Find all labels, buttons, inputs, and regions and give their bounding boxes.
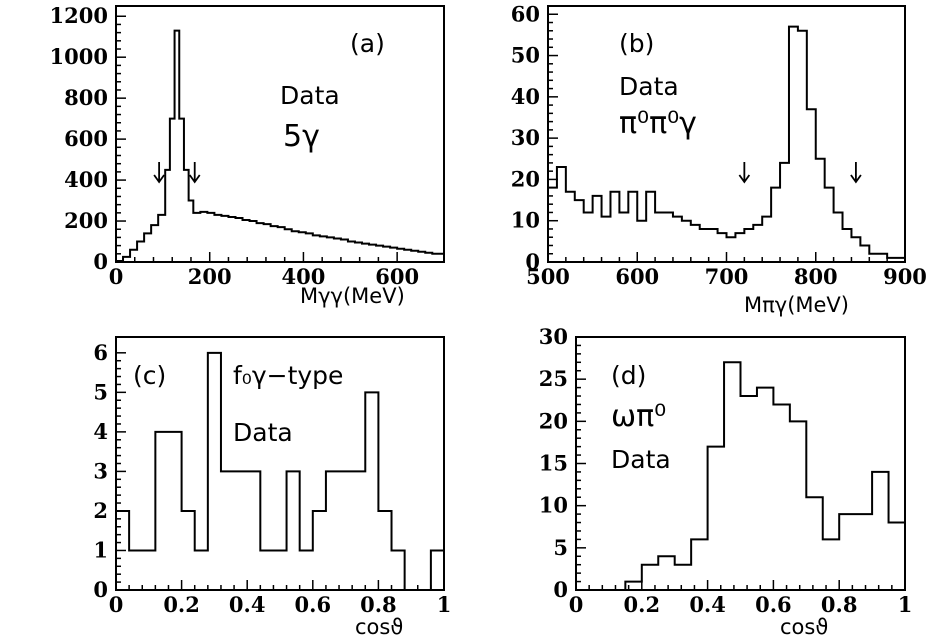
panel-c-label: (c): [133, 361, 166, 390]
panel-c-xlabel: cosϑ: [355, 615, 403, 639]
panel-b-annotation-data: Data: [619, 72, 679, 101]
y-tick-label: 0: [93, 249, 108, 274]
x-tick-label: 1: [898, 592, 913, 617]
panel-b: 500 600 700 800 900 0 10 20 30 40 50 60 (b) Data π⁰…: [511, 1, 927, 317]
y-tick-label: 1: [93, 537, 108, 562]
x-tick-label: 600: [615, 264, 659, 289]
panel-d-annotation-data: Data: [611, 445, 671, 474]
panel-d-xlabel: cosϑ: [780, 615, 828, 639]
y-tick-label: 1000: [50, 44, 108, 69]
panel-a-annotation-5gamma: 5γ: [283, 119, 320, 154]
y-tick-label: 40: [511, 84, 540, 109]
panel-a-arrows: [153, 162, 201, 184]
y-tick-label: 4: [93, 419, 108, 444]
x-tick-label: 400: [282, 264, 326, 289]
x-tick-label: 0.8: [360, 592, 397, 617]
y-tick-label: 60: [511, 1, 540, 26]
panel-a-histogram: [115, 29, 445, 262]
panel-a-frame: [115, 5, 445, 263]
panel-d-annotation-process: ωπ⁰: [611, 399, 666, 434]
x-tick-label: 0: [109, 592, 124, 617]
x-tick-label: 0.2: [163, 592, 200, 617]
x-tick-label: 600: [375, 264, 419, 289]
x-tick-label: 900: [883, 264, 927, 289]
y-tick-label: 20: [511, 166, 540, 191]
panel-a-tick-labels: 0 200 400 600 0 200 400 600 800 1000 1200: [50, 3, 420, 289]
panel-b-label: (b): [619, 29, 654, 58]
panel-a-label: (a): [350, 29, 385, 58]
y-tick-label: 2: [93, 498, 108, 523]
x-tick-label: 0.4: [689, 592, 726, 617]
x-tick-label: 800: [794, 264, 838, 289]
y-tick-label: 0: [525, 249, 540, 274]
panel-b-histogram: [547, 25, 906, 262]
panel-d-histogram: [576, 361, 906, 591]
selection-arrow: [153, 162, 165, 184]
panel-b-arrows: [738, 162, 862, 184]
y-tick-label: 15: [539, 451, 568, 476]
selection-arrow: [850, 162, 862, 184]
y-tick-label: 5: [93, 379, 108, 404]
x-tick-label: 1: [437, 592, 452, 617]
panel-c-tick-labels: 0 0.2 0.4 0.6 0.8 1 0 1 2 3 4 5 6: [93, 340, 451, 617]
x-tick-label: 700: [705, 264, 749, 289]
panel-b-xlabel: Mπγ(MeV): [744, 293, 849, 317]
y-tick-label: 50: [511, 43, 540, 68]
y-tick-label: 10: [539, 493, 568, 518]
y-tick-label: 3: [93, 458, 108, 483]
panel-a: 0 200 400 600 0 200 400 600 800 1000 1200 (a) Data…: [50, 3, 445, 308]
y-tick-label: 200: [64, 208, 108, 233]
x-tick-label: 0.2: [624, 592, 661, 617]
panel-d-label: (d): [611, 361, 646, 390]
y-tick-label: 600: [64, 126, 108, 151]
panel-b-ticks: [547, 13, 906, 263]
x-tick-label: 200: [188, 264, 232, 289]
panel-a-xlabel: Mγγ(MeV): [300, 284, 405, 308]
y-tick-label: 0: [553, 577, 568, 602]
y-tick-label: 25: [539, 366, 568, 391]
panel-b-tick-labels: 500 600 700 800 900 0 10 20 30 40 50 60: [511, 1, 927, 289]
y-tick-label: 0: [93, 577, 108, 602]
y-tick-label: 6: [93, 340, 108, 365]
y-tick-label: 30: [511, 125, 540, 150]
y-tick-label: 800: [64, 85, 108, 110]
x-tick-label: 0.6: [755, 592, 792, 617]
panel-c-annotation-data: Data: [233, 418, 293, 447]
selection-arrow: [188, 162, 201, 184]
x-tick-label: 0: [109, 264, 124, 289]
y-tick-label: 30: [539, 324, 568, 349]
y-tick-label: 5: [553, 535, 568, 560]
selection-arrow: [738, 162, 751, 184]
panel-b-annotation-process: π⁰π⁰γ: [619, 106, 697, 141]
panel-c-annotation-type: f₀γ−type: [233, 361, 343, 390]
panel-b-frame: [547, 5, 906, 263]
y-tick-label: 1200: [50, 3, 108, 28]
y-tick-label: 400: [64, 167, 108, 192]
x-tick-label: 0: [569, 592, 584, 617]
panel-a-ticks: [115, 15, 398, 263]
panel-c-histogram: [115, 351, 445, 591]
x-tick-label: 0.4: [229, 592, 266, 617]
x-tick-label: 500: [526, 264, 570, 289]
y-tick-label: 20: [539, 408, 568, 433]
panel-a-annotation-data: Data: [280, 81, 340, 110]
x-tick-label: 0.8: [821, 592, 858, 617]
y-tick-label: 10: [511, 208, 540, 233]
x-tick-label: 0.6: [295, 592, 332, 617]
